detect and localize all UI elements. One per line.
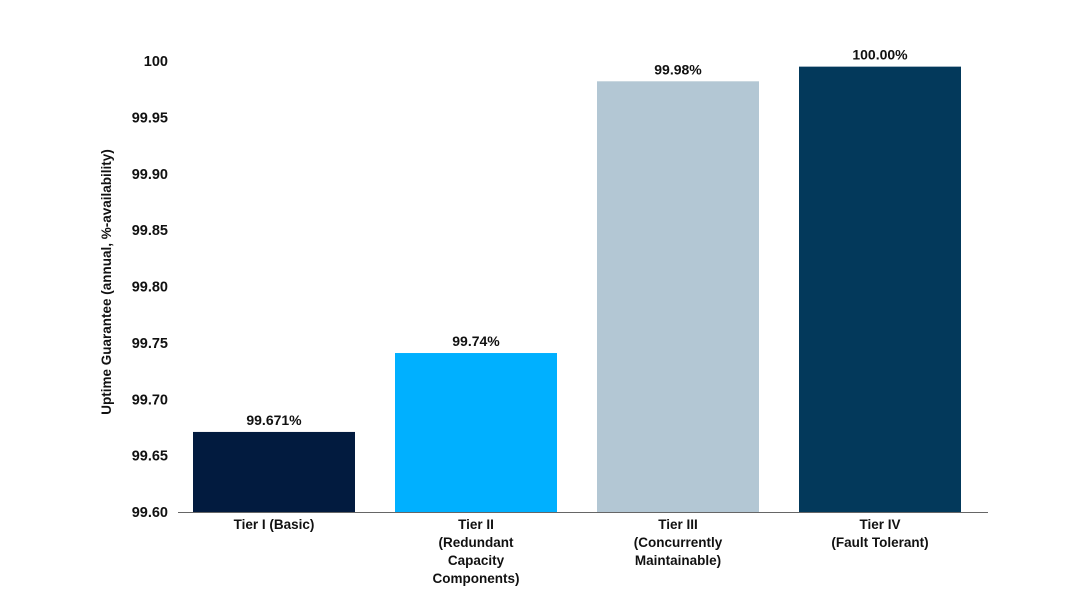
- y-axis-label: Uptime Guarantee (annual, %-availability…: [99, 149, 114, 415]
- y-tick-label: 99.90: [132, 167, 168, 183]
- bar-2: [395, 353, 557, 512]
- x-category-label: Tier II (Redundant Capacity Components): [433, 517, 520, 586]
- y-tick-label: 99.75: [132, 336, 168, 352]
- y-tick-label: 99.65: [132, 449, 168, 465]
- y-tick-label: 99.60: [132, 505, 168, 521]
- x-category-label: Tier IV (Fault Tolerant): [831, 517, 928, 550]
- y-tick-label: 99.85: [132, 223, 168, 239]
- y-tick-label: 99.95: [132, 110, 168, 126]
- x-category-label: Tier III (Concurrently Maintainable): [634, 517, 723, 568]
- data-label: 99.74%: [452, 333, 500, 349]
- bar-1: [193, 431, 355, 512]
- data-label: 100.00%: [852, 47, 908, 63]
- y-tick-label: 100: [144, 54, 168, 70]
- y-tick-label: 99.80: [132, 280, 168, 296]
- x-category-label: Tier I (Basic): [234, 517, 315, 532]
- bar-3: [597, 81, 759, 513]
- bar-4: [799, 66, 961, 512]
- y-tick-label: 99.70: [132, 392, 168, 408]
- data-label: 99.671%: [246, 412, 302, 428]
- data-label: 99.98%: [654, 61, 702, 77]
